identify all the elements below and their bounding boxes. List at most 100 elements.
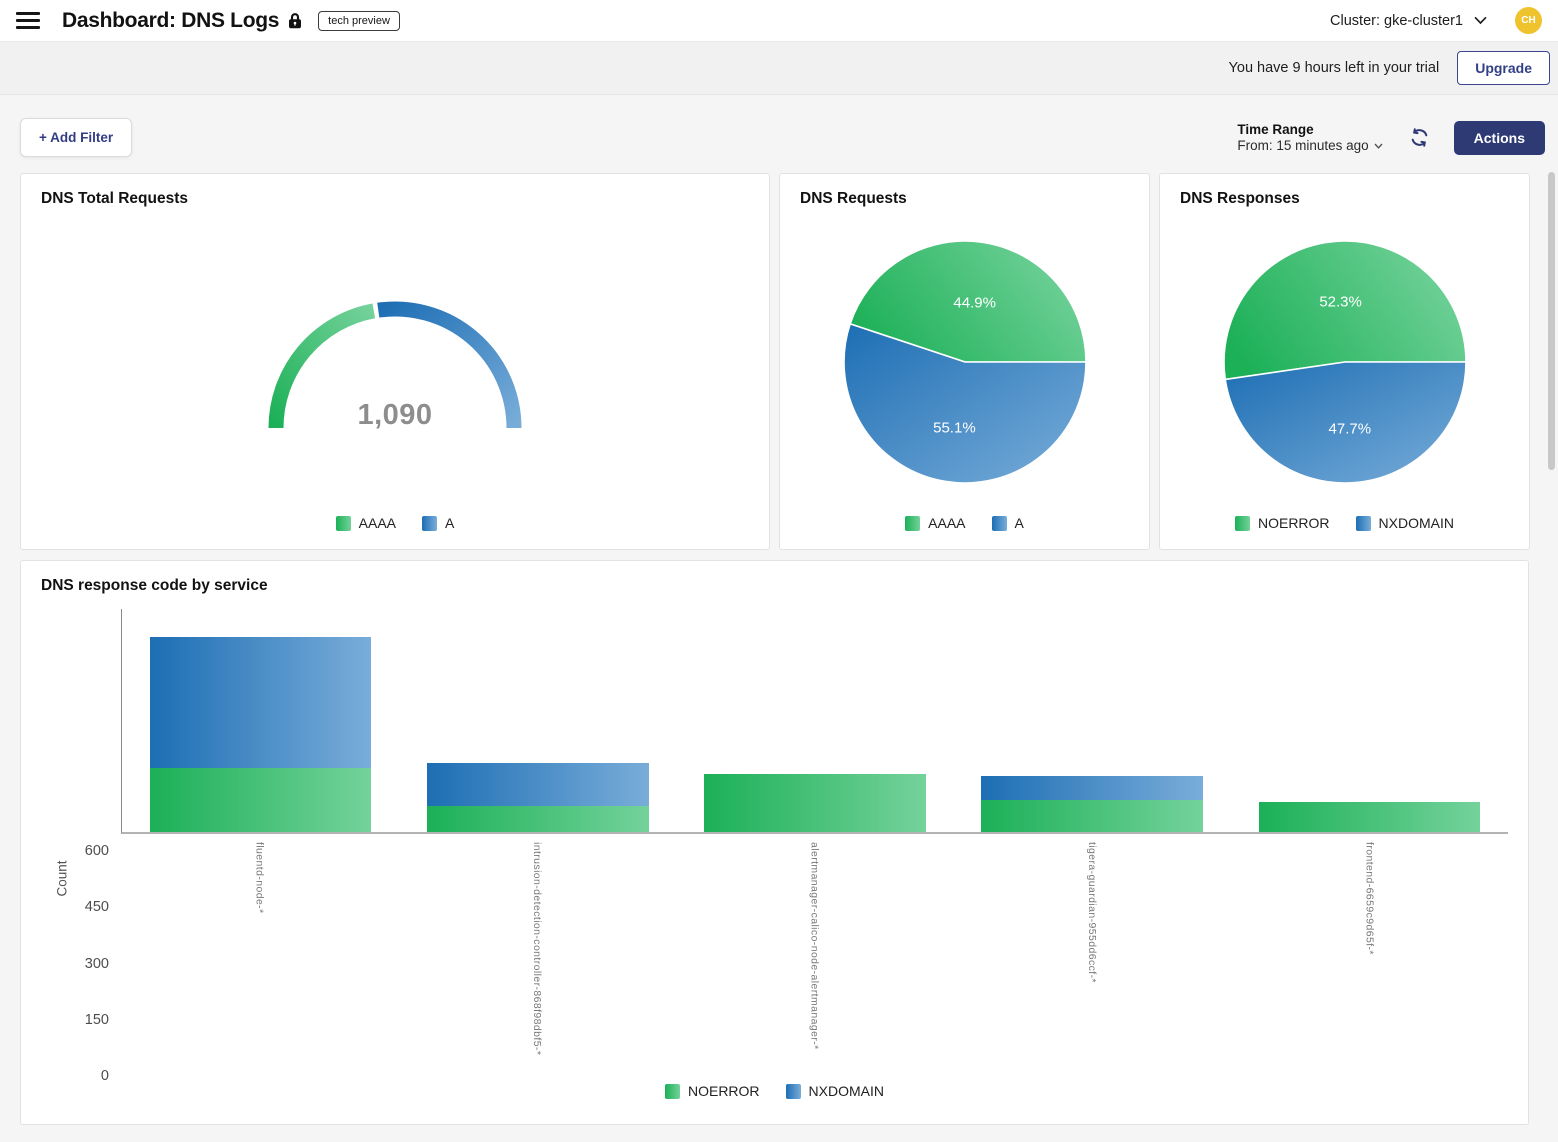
- filter-toolbar: + Add Filter Time Range From: 15 minutes…: [20, 118, 1545, 157]
- chart-legend: NOERROR NXDOMAIN: [41, 1083, 1508, 1101]
- summary-cards-row: DNS Total Requests 1,090 AAAA A DNS Reque…: [20, 173, 1530, 550]
- legend-item-A[interactable]: A: [422, 515, 454, 531]
- bar-plot-area: [121, 609, 1508, 834]
- dns-responses-card: DNS Responses 52.3% 47.7% NOERROR NXDOMAI…: [1159, 173, 1530, 550]
- pie-chart-requests[interactable]: 44.9% 55.1%: [800, 208, 1129, 515]
- pie-slice-A[interactable]: [842, 322, 1087, 484]
- bar-segment-NOERROR[interactable]: [704, 773, 926, 832]
- upgrade-button[interactable]: Upgrade: [1457, 51, 1550, 85]
- bar-frontend-6659c9d65f-*[interactable]: [1258, 802, 1481, 832]
- legend-label: NOERROR: [687, 1083, 760, 1099]
- legend-label: NXDOMAIN: [1378, 515, 1454, 531]
- bar-chart: Count 0 150 300 450 600 fluentd-node-* intrus…: [41, 609, 1508, 1084]
- y-tick-label: 600: [84, 843, 109, 859]
- pie-label: 47.7%: [1328, 420, 1371, 437]
- y-tick-label: 300: [84, 955, 109, 972]
- legend-swatch: [335, 515, 351, 531]
- legend-label: A: [445, 515, 455, 531]
- time-range-selector[interactable]: Time Range From: 15 minutes ago: [1237, 122, 1383, 153]
- pie-chart-responses[interactable]: 52.3% 47.7%: [1180, 208, 1509, 515]
- bar-segment-NOERROR[interactable]: [1258, 802, 1481, 832]
- hamburger-menu-icon[interactable]: [16, 11, 42, 31]
- chart-legend: NOERROR NXDOMAIN: [1180, 515, 1509, 533]
- legend-swatch: [785, 1083, 801, 1099]
- add-filter-button[interactable]: + Add Filter: [20, 118, 133, 157]
- bar-fluentd-node-*[interactable]: [149, 636, 372, 832]
- chart-legend: AAAA A: [800, 515, 1129, 533]
- bar-segment-NOERROR[interactable]: [149, 768, 372, 832]
- legend-item-AAAA[interactable]: AAAA: [335, 515, 396, 531]
- time-range-value: From: 15 minutes ago: [1237, 138, 1369, 153]
- dns-response-code-card: DNS response code by service Count 0 150 3…: [20, 560, 1529, 1125]
- trial-banner: You have 9 hours left in your trial Upgr…: [0, 42, 1558, 95]
- card-title: DNS Requests: [800, 190, 907, 207]
- bar-segment-NOERROR[interactable]: [426, 805, 649, 832]
- actions-button[interactable]: Actions: [1453, 120, 1545, 155]
- x-axis-label: tigera-guardian-955dd6ccf-*: [1085, 842, 1098, 983]
- gauge-segment-AAAA[interactable]: [268, 303, 376, 428]
- y-tick-label: 150: [84, 1011, 109, 1028]
- page-title: Dashboard: DNS Logs: [62, 8, 280, 32]
- legend-label: NXDOMAIN: [808, 1083, 884, 1099]
- pie-label: 52.3%: [1319, 293, 1362, 310]
- x-axis-label: alertmanager-calico-node-alertmanager-*: [808, 842, 821, 1050]
- legend-label: AAAA: [928, 515, 966, 531]
- gauge-chart[interactable]: 1,090: [41, 208, 749, 515]
- gauge-total-value: 1,090: [357, 399, 432, 431]
- refresh-icon[interactable]: [1409, 127, 1430, 148]
- tech-preview-badge: tech preview: [318, 10, 400, 31]
- legend-item-NXDOMAIN[interactable]: NXDOMAIN: [785, 1083, 884, 1099]
- dns-requests-card: DNS Requests 44.9% 55.1% AAAA A: [779, 173, 1150, 550]
- y-tick-label: 0: [100, 1068, 109, 1084]
- y-axis-title: Count: [54, 860, 70, 897]
- legend-item-NXDOMAIN[interactable]: NXDOMAIN: [1355, 515, 1454, 531]
- bar-intrusion-detection-controller-868f98dbf5-*[interactable]: [426, 762, 649, 832]
- card-title: DNS response code by service: [41, 577, 268, 594]
- legend-swatch: [664, 1083, 680, 1099]
- legend-label: NOERROR: [1257, 515, 1330, 531]
- legend-swatch: [905, 515, 921, 531]
- legend-item-AAAA[interactable]: AAAA: [905, 515, 966, 531]
- bar-tigera-guardian-955dd6ccf-*[interactable]: [981, 775, 1204, 832]
- lock-icon[interactable]: [288, 12, 302, 29]
- bar-segment-NXDOMAIN[interactable]: [426, 762, 649, 806]
- time-range-title: Time Range: [1237, 122, 1314, 137]
- legend-swatch: [991, 515, 1007, 531]
- x-axis-label: fluentd-node-*: [253, 842, 266, 914]
- pie-slice-NXDOMAIN[interactable]: [1223, 360, 1467, 484]
- top-bar: Dashboard: DNS Logs tech preview Cluster…: [0, 0, 1558, 42]
- chart-legend: AAAA A: [41, 515, 749, 533]
- cluster-selector[interactable]: Cluster: gke-cluster1: [1330, 13, 1487, 29]
- cluster-selector-label: Cluster: gke-cluster1: [1330, 12, 1463, 29]
- chevron-down-icon: [1474, 16, 1487, 25]
- legend-label: AAAA: [358, 515, 396, 531]
- chevron-down-icon: [1374, 143, 1383, 149]
- x-axis-labels: fluentd-node-* intrusion-detection-contro…: [121, 834, 1508, 1077]
- legend-swatch: [422, 515, 437, 531]
- gauge-segment-A[interactable]: [377, 301, 522, 428]
- x-axis-label: intrusion-detection-controller-868f98dbf…: [531, 842, 544, 1056]
- legend-item-NOERROR[interactable]: NOERROR: [1234, 515, 1330, 531]
- vertical-scrollbar-thumb[interactable]: [1548, 172, 1555, 470]
- pie-label: 44.9%: [953, 294, 996, 311]
- legend-swatch: [1355, 515, 1371, 531]
- bar-alertmanager-calico-node-alertmanager-*[interactable]: [704, 773, 926, 832]
- dns-total-requests-card: DNS Total Requests 1,090 AAAA A: [20, 173, 770, 550]
- pie-label: 55.1%: [933, 419, 976, 436]
- card-title: DNS Total Requests: [41, 190, 188, 207]
- pie-slice-AAAA[interactable]: [848, 239, 1087, 363]
- bar-segment-NOERROR[interactable]: [981, 800, 1204, 832]
- bar-segment-NXDOMAIN[interactable]: [149, 636, 372, 769]
- card-title: DNS Responses: [1180, 190, 1300, 207]
- dashboard-content: + Add Filter Time Range From: 15 minutes…: [0, 118, 1558, 1125]
- legend-item-A[interactable]: A: [991, 515, 1024, 531]
- x-axis-label: frontend-6659c9d65f-*: [1363, 842, 1376, 955]
- bar-segment-NXDOMAIN[interactable]: [981, 775, 1204, 801]
- avatar[interactable]: CH: [1515, 7, 1542, 34]
- pie-slice-NOERROR[interactable]: [1222, 239, 1467, 380]
- y-tick-label: 450: [84, 899, 109, 916]
- legend-swatch: [1234, 515, 1250, 531]
- legend-label: A: [1014, 515, 1024, 531]
- trial-message: You have 9 hours left in your trial: [1228, 60, 1440, 76]
- legend-item-NOERROR[interactable]: NOERROR: [664, 1083, 760, 1099]
